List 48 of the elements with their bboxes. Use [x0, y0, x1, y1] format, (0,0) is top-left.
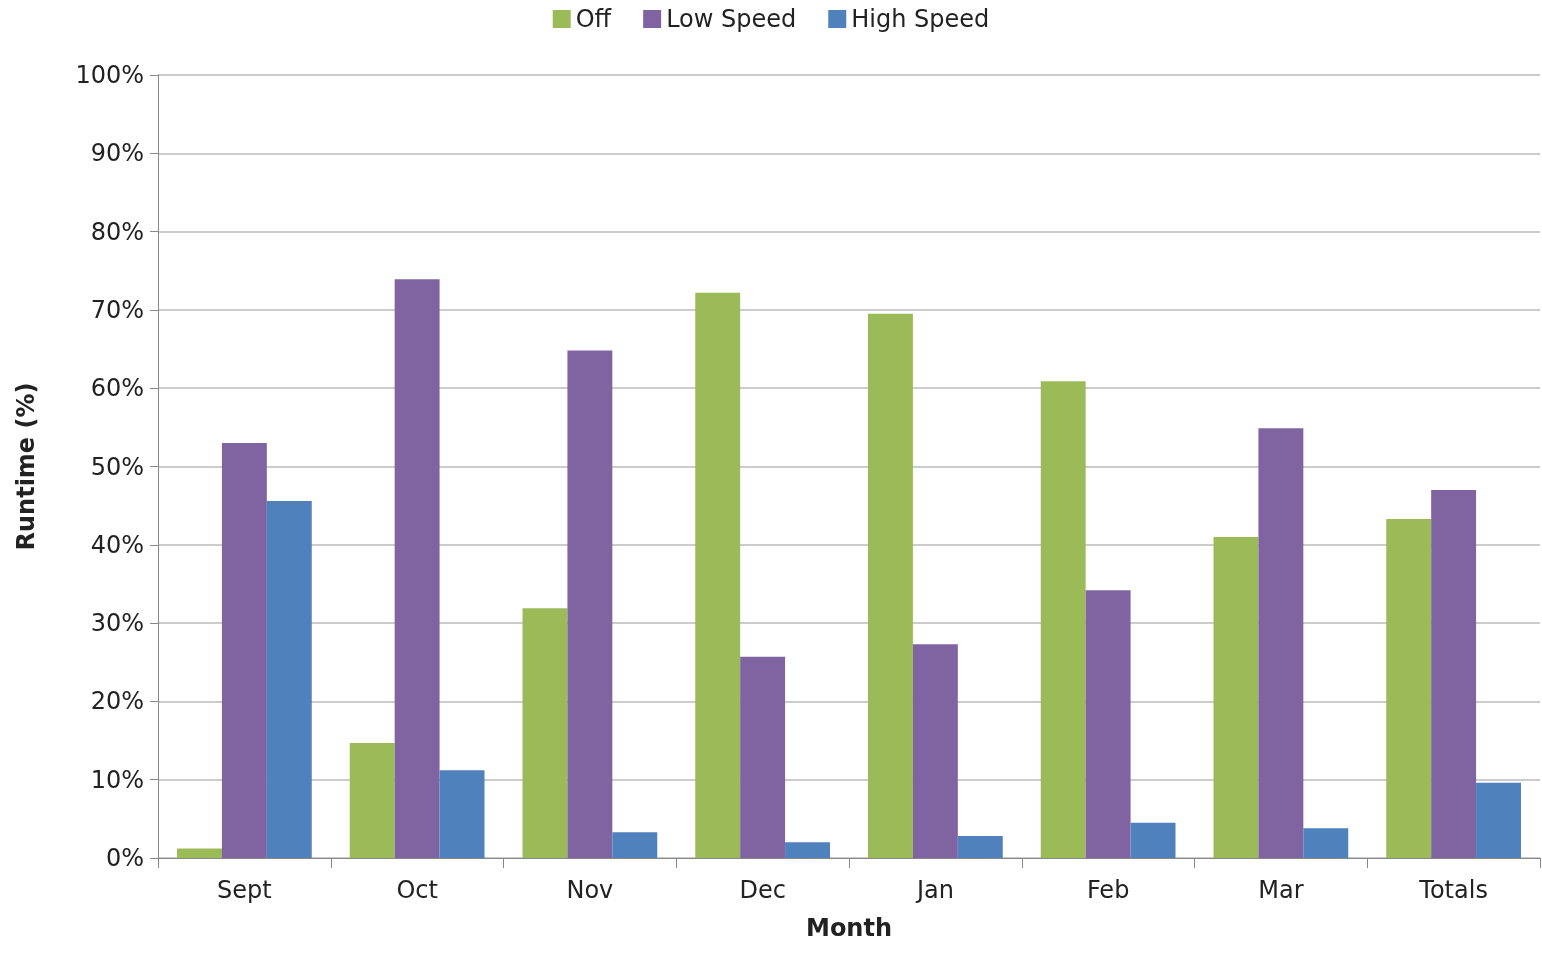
- y-tick-label: 10%: [90, 765, 144, 794]
- bar: [1213, 536, 1259, 858]
- y-tick-label: 30%: [90, 609, 144, 638]
- bar: [221, 443, 267, 858]
- y-tick-label: 20%: [90, 687, 144, 716]
- y-tick-label: 0%: [105, 844, 144, 872]
- y-tick-label: 70%: [90, 295, 144, 324]
- y-tick-label: 60%: [90, 374, 144, 403]
- bar: [957, 836, 1003, 858]
- bar: [394, 279, 440, 858]
- bar: [439, 770, 485, 858]
- bar: [266, 500, 312, 858]
- x-tick-label: Mar: [1258, 876, 1304, 904]
- x-tick-label: Oct: [396, 876, 438, 904]
- x-tick-label: Jan: [914, 876, 954, 904]
- y-tick-label: 80%: [90, 217, 144, 246]
- bar: [1303, 828, 1349, 858]
- legend-label: Low Speed: [666, 5, 797, 33]
- bar: [177, 848, 222, 858]
- legend-label: Off: [575, 5, 612, 33]
- y-tick-label: 40%: [90, 530, 144, 559]
- x-tick-label: Sept: [217, 876, 272, 904]
- bar: [1386, 518, 1432, 858]
- y-tick-label: 100%: [75, 61, 144, 89]
- bar: [740, 656, 786, 858]
- bar: [1431, 489, 1477, 858]
- bar: [785, 842, 830, 858]
- x-tick-label: Dec: [739, 876, 786, 904]
- legend-label: High Speed: [851, 5, 990, 33]
- bar: [1130, 822, 1176, 858]
- y-axis-title: Runtime (%): [12, 382, 40, 551]
- x-tick-label: Feb: [1086, 876, 1130, 904]
- bar: [567, 350, 613, 858]
- bar: [522, 608, 568, 858]
- bar: [868, 313, 913, 858]
- x-tick-label: Totals: [1418, 876, 1488, 904]
- bar: [612, 832, 658, 858]
- y-tick-label: 90%: [90, 139, 144, 168]
- bar: [1258, 428, 1304, 858]
- y-tick-label: 50%: [90, 452, 144, 481]
- bar: [1040, 381, 1086, 858]
- x-axis-title: Month: [805, 914, 893, 942]
- x-tick-label: Nov: [566, 876, 614, 904]
- bar: [1085, 590, 1131, 858]
- bar: [912, 644, 958, 858]
- bar: [1476, 782, 1521, 858]
- bar: [695, 292, 741, 858]
- bar: [349, 742, 395, 858]
